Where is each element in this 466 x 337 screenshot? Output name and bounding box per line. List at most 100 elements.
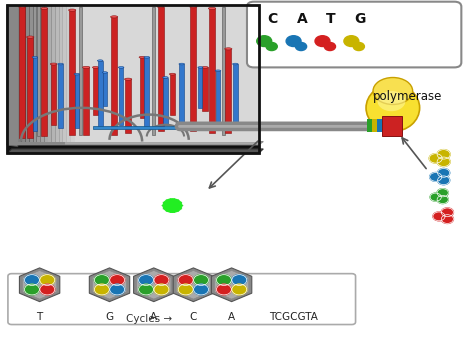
- Ellipse shape: [82, 66, 90, 68]
- Circle shape: [315, 36, 330, 47]
- Circle shape: [139, 284, 154, 295]
- Ellipse shape: [97, 60, 103, 61]
- Circle shape: [437, 195, 448, 204]
- Ellipse shape: [233, 63, 238, 65]
- Ellipse shape: [41, 7, 48, 9]
- Bar: [75, 74, 79, 128]
- Bar: [152, 7, 156, 135]
- Bar: [48, 5, 52, 142]
- Bar: [103, 72, 107, 106]
- Bar: [59, 5, 63, 142]
- Bar: [119, 67, 123, 125]
- Circle shape: [437, 189, 448, 197]
- Circle shape: [286, 36, 301, 47]
- Ellipse shape: [225, 48, 232, 50]
- Circle shape: [178, 284, 193, 295]
- Ellipse shape: [377, 91, 405, 111]
- Bar: [222, 7, 225, 135]
- Circle shape: [232, 275, 247, 285]
- Polygon shape: [18, 5, 259, 142]
- Bar: [41, 8, 47, 136]
- Circle shape: [437, 157, 450, 166]
- Bar: [25, 5, 30, 142]
- Bar: [21, 5, 26, 142]
- Circle shape: [429, 154, 442, 163]
- Ellipse shape: [124, 78, 132, 80]
- Circle shape: [324, 42, 336, 51]
- Bar: [18, 5, 22, 142]
- Bar: [40, 5, 45, 142]
- Bar: [144, 57, 149, 128]
- Bar: [111, 17, 117, 135]
- Circle shape: [154, 284, 169, 295]
- Polygon shape: [20, 268, 60, 302]
- Circle shape: [25, 284, 39, 295]
- Bar: [377, 119, 382, 132]
- Bar: [51, 5, 56, 142]
- Circle shape: [257, 36, 272, 47]
- Circle shape: [110, 275, 125, 285]
- Text: A: A: [228, 312, 235, 323]
- Polygon shape: [214, 270, 249, 299]
- Circle shape: [94, 275, 109, 285]
- Bar: [36, 5, 41, 142]
- Circle shape: [438, 176, 450, 185]
- Ellipse shape: [19, 6, 26, 8]
- Circle shape: [437, 150, 450, 159]
- Text: T: T: [36, 312, 43, 323]
- Ellipse shape: [373, 78, 413, 104]
- Circle shape: [163, 199, 182, 212]
- Circle shape: [295, 42, 307, 51]
- Bar: [158, 7, 164, 131]
- Bar: [44, 5, 48, 142]
- Text: Cycles →: Cycles →: [126, 314, 172, 324]
- Ellipse shape: [158, 6, 164, 8]
- Bar: [179, 64, 184, 125]
- Bar: [93, 67, 98, 115]
- Circle shape: [266, 42, 277, 51]
- Bar: [62, 5, 67, 142]
- Bar: [170, 74, 175, 115]
- Bar: [202, 67, 208, 111]
- Polygon shape: [89, 268, 130, 302]
- Text: C: C: [267, 11, 278, 26]
- Bar: [199, 67, 202, 108]
- Text: G: G: [105, 312, 114, 323]
- Bar: [190, 7, 197, 131]
- Circle shape: [216, 275, 231, 285]
- Ellipse shape: [215, 70, 221, 71]
- Circle shape: [353, 42, 364, 51]
- Polygon shape: [7, 149, 263, 153]
- Bar: [233, 64, 238, 125]
- Circle shape: [110, 284, 125, 295]
- Ellipse shape: [103, 72, 107, 73]
- Ellipse shape: [69, 9, 76, 11]
- Polygon shape: [22, 270, 57, 299]
- Circle shape: [139, 275, 154, 285]
- Polygon shape: [134, 268, 174, 302]
- Ellipse shape: [118, 67, 124, 68]
- Polygon shape: [92, 270, 127, 299]
- Text: A: A: [296, 11, 308, 26]
- Ellipse shape: [198, 67, 203, 68]
- Bar: [29, 5, 34, 142]
- Circle shape: [441, 208, 453, 217]
- Text: TCGCGTA: TCGCGTA: [269, 312, 318, 323]
- Polygon shape: [212, 268, 252, 302]
- Circle shape: [430, 193, 441, 201]
- Bar: [55, 5, 60, 142]
- Text: G: G: [354, 11, 365, 26]
- Bar: [36, 5, 40, 136]
- Circle shape: [216, 284, 231, 295]
- Bar: [66, 5, 71, 142]
- Ellipse shape: [139, 56, 145, 58]
- Ellipse shape: [202, 66, 208, 68]
- Text: C: C: [190, 312, 197, 323]
- Text: T: T: [326, 11, 336, 26]
- Circle shape: [430, 173, 442, 181]
- Circle shape: [178, 275, 193, 285]
- Ellipse shape: [179, 63, 185, 65]
- Circle shape: [154, 275, 169, 285]
- Text: A: A: [150, 312, 158, 323]
- Circle shape: [194, 275, 209, 285]
